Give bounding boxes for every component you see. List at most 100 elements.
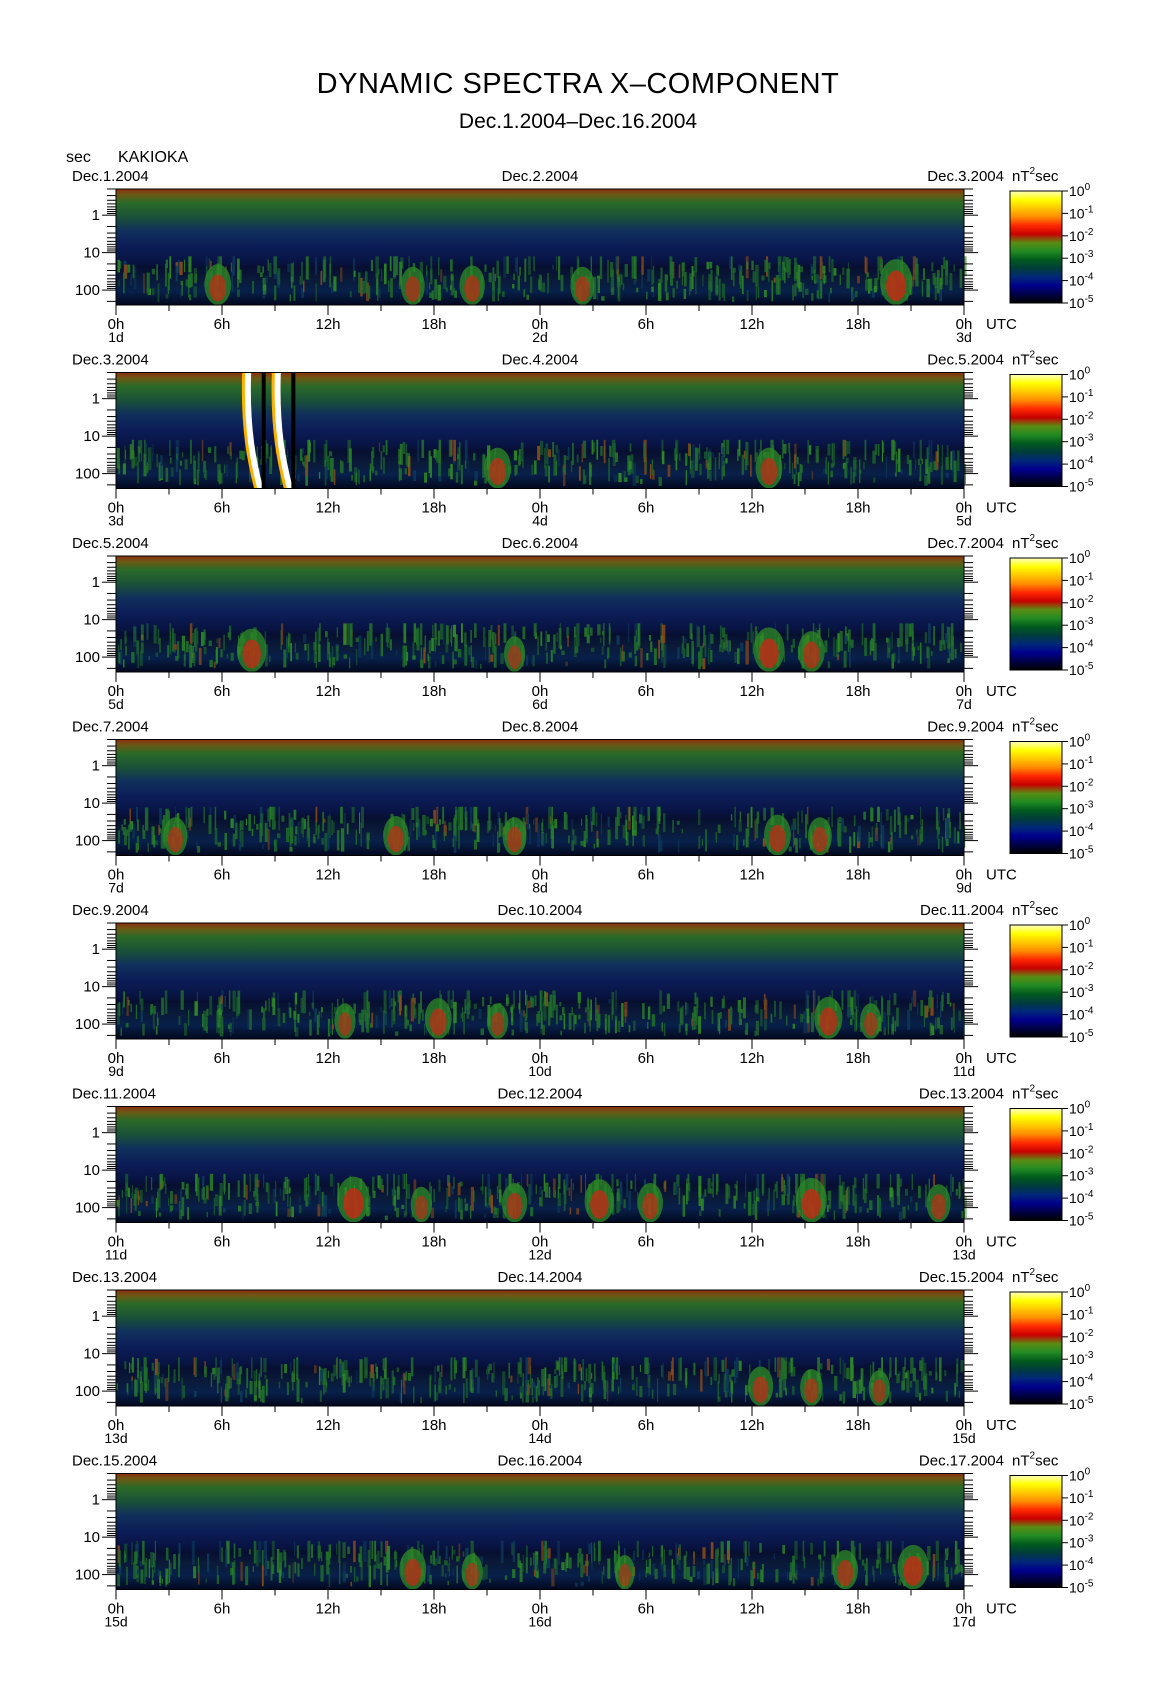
spectrum-noise-streak bbox=[737, 1558, 739, 1579]
spectrum-noise-streak bbox=[330, 459, 334, 482]
spectrum-noise-streak bbox=[667, 275, 669, 281]
spectrum-noise-streak bbox=[240, 840, 242, 848]
spectrum-noise-streak bbox=[424, 1023, 426, 1036]
spectrum-noise-streak bbox=[318, 472, 321, 479]
spectrum-noise-streak bbox=[693, 1362, 696, 1376]
spectrum-noise-streak bbox=[511, 1395, 513, 1400]
spectrum-noise-streak bbox=[698, 651, 701, 670]
day-label-left: 7d bbox=[108, 880, 124, 896]
spectrum-noise-streak bbox=[380, 1376, 382, 1400]
spectrum-noise-streak bbox=[278, 806, 280, 831]
spectrum-noise-streak bbox=[326, 1551, 329, 1575]
spectrum-noise-streak bbox=[137, 446, 140, 463]
spectrum-noise-streak bbox=[294, 835, 297, 846]
spectrum-noise-streak bbox=[698, 836, 701, 849]
spectrum-noise-streak bbox=[242, 1202, 244, 1220]
spectrum-noise-streak bbox=[369, 1371, 372, 1387]
spectrum-noise-streak bbox=[157, 1568, 160, 1576]
spectrum-noise-streak bbox=[594, 1363, 596, 1382]
spectrum-noise-streak bbox=[622, 283, 625, 291]
spectrum-noise-streak bbox=[635, 277, 637, 282]
spectrum-noise-streak bbox=[792, 818, 797, 830]
spectrum-noise-streak bbox=[194, 1357, 197, 1377]
spectrum-noise-streak bbox=[881, 1357, 883, 1378]
spectrum-noise-streak bbox=[287, 1208, 291, 1217]
spectrum-noise-streak bbox=[787, 259, 790, 279]
spectrum-noise-streak bbox=[956, 1549, 960, 1573]
spectrum-noise-streak bbox=[277, 1008, 281, 1027]
spectrum-noise-streak bbox=[219, 1183, 223, 1207]
spectrum-noise-streak bbox=[657, 283, 662, 301]
spectrum-noise-streak bbox=[723, 995, 725, 1006]
spectrum-noise-streak bbox=[145, 1383, 147, 1394]
spectrum-noise-streak bbox=[527, 1000, 531, 1009]
spectrum-noise-streak bbox=[253, 1541, 257, 1564]
spectrum-noise-streak bbox=[831, 258, 834, 282]
spectrum-noise-streak bbox=[617, 276, 620, 283]
colorbar-tick-label: 100 bbox=[1069, 1283, 1091, 1300]
spectrum-noise-streak bbox=[684, 637, 687, 643]
spectrum-noise-streak bbox=[335, 645, 339, 662]
spectrum-noise-streak bbox=[628, 1191, 631, 1211]
spectrum-noise-streak bbox=[710, 269, 713, 291]
y-tick-label: 10 bbox=[83, 612, 100, 629]
spectrum-noise-streak bbox=[938, 812, 940, 824]
spectrum-noise-streak bbox=[150, 1004, 154, 1014]
spectrum-noise-streak bbox=[146, 623, 149, 640]
spectrum-noise-streak bbox=[238, 1205, 242, 1212]
spectrum-noise-streak bbox=[474, 471, 478, 480]
spectrum-noise-streak bbox=[407, 836, 410, 852]
spectrum-noise-streak bbox=[445, 1573, 447, 1578]
spectrum-noise-streak bbox=[613, 1363, 617, 1373]
spectrum-noise-streak bbox=[658, 834, 661, 853]
spectrum-noise-streak bbox=[898, 1579, 902, 1586]
spectrum-noise-streak bbox=[201, 439, 204, 462]
spectrum-noise-streak bbox=[627, 464, 631, 475]
spectrum-noise-streak bbox=[304, 455, 306, 469]
spectrum-noise-streak bbox=[639, 814, 643, 824]
spectrum-noise-streak bbox=[268, 998, 270, 1012]
spectrum-noise-streak bbox=[307, 643, 310, 661]
spectrum-noise-streak bbox=[596, 1004, 600, 1014]
spectrum-noise-streak bbox=[526, 294, 530, 300]
spectrum-noise-streak bbox=[833, 637, 835, 657]
spectrum-noise-streak bbox=[139, 990, 141, 1005]
spectrum-noise-streak bbox=[232, 1562, 235, 1585]
spectrum-noise-streak bbox=[844, 1362, 846, 1378]
spectrum-noise-streak bbox=[358, 469, 360, 485]
spectrum-noise-streak bbox=[342, 1373, 346, 1393]
spectrum-noise-streak bbox=[230, 1377, 232, 1389]
spectrum-noise-streak bbox=[876, 1173, 880, 1189]
colorbar-tick-label: 10-5 bbox=[1069, 478, 1094, 495]
spectrum-noise-streak bbox=[743, 839, 745, 846]
spectrum-noise-streak bbox=[694, 257, 698, 273]
spectrum-noise-streak bbox=[430, 256, 433, 280]
spectrum-noise-streak bbox=[849, 836, 852, 853]
colorbar-tick-label: 10-4 bbox=[1069, 1006, 1094, 1023]
spectrum-noise-streak bbox=[419, 261, 423, 283]
spectrum-noise-streak bbox=[321, 1206, 324, 1217]
spectrum-noise-streak bbox=[850, 639, 854, 648]
spectrum-noise-streak bbox=[894, 472, 897, 477]
spectrum-noise-streak bbox=[634, 655, 638, 667]
spectrum-activity-peak bbox=[642, 1192, 659, 1220]
spectrum-noise-streak bbox=[863, 1386, 866, 1401]
spectrum-noise-streak bbox=[330, 1373, 334, 1382]
day-label-left: 5d bbox=[108, 696, 124, 712]
spectrum-noise-streak bbox=[535, 1555, 537, 1577]
spectrum-noise-streak bbox=[138, 1210, 141, 1216]
spectrum-noise-streak bbox=[209, 659, 213, 668]
spectrum-noise-streak bbox=[953, 1009, 956, 1033]
spectrum-noise-streak bbox=[745, 1173, 747, 1198]
spectrum-noise-streak bbox=[602, 1365, 605, 1384]
spectrum-noise-streak bbox=[728, 1391, 732, 1397]
spectrum-noise-streak bbox=[573, 635, 577, 657]
spectrum-noise-streak bbox=[392, 998, 395, 1022]
spectrum-noise-streak bbox=[313, 642, 317, 651]
spectrum-noise-streak bbox=[534, 460, 537, 475]
spectrum-noise-streak bbox=[434, 1384, 436, 1402]
spectrum-noise-streak bbox=[436, 806, 439, 828]
spectrum-noise-streak bbox=[531, 658, 535, 665]
spectrum-noise-streak bbox=[472, 823, 475, 832]
spectrum-noise-streak bbox=[781, 1194, 785, 1206]
